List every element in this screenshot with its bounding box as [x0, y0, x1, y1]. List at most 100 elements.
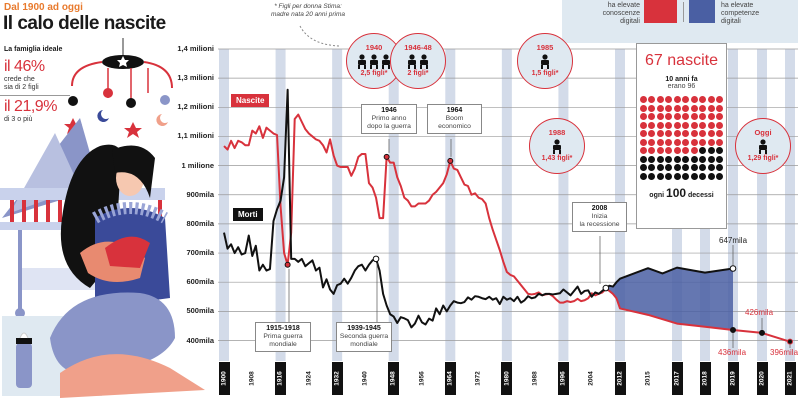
annotation-text: dopo la guerra — [367, 123, 411, 130]
birth-dot — [665, 138, 673, 146]
death-dot — [716, 164, 724, 171]
birth-dot — [707, 96, 715, 103]
data-point — [729, 265, 737, 272]
birth-dot — [673, 138, 681, 146]
family-icon — [541, 54, 549, 69]
birth-dot — [639, 138, 647, 146]
x-tick-label: 2012 — [614, 362, 626, 395]
birth-dot — [673, 130, 681, 137]
death-dot — [707, 164, 715, 171]
footer-text: ogni — [649, 191, 665, 199]
data-point — [787, 338, 793, 345]
birth-dot — [716, 96, 724, 103]
death-dot — [690, 155, 698, 163]
annotation-1946: 1946 Primo anno dopo la guerra — [361, 104, 417, 134]
birth-dot — [707, 138, 715, 146]
birth-dot — [690, 104, 698, 112]
x-tick-text: 1924 — [305, 371, 313, 386]
x-tick-label: 1916 — [275, 362, 287, 395]
fertility-year: 1988 — [548, 128, 566, 137]
x-tick-label: 1940 — [360, 362, 371, 395]
deaths-tag: Morti — [233, 208, 263, 221]
annotation-1964: 1964 Boom economico — [427, 104, 482, 134]
annotation-text: Seconda guerra — [339, 333, 389, 340]
death-dot — [682, 172, 690, 180]
x-tick-text: 2004 — [588, 371, 596, 386]
footer: ogni 100 decessi — [637, 186, 726, 200]
dot-grid — [637, 96, 726, 180]
birth-dot — [656, 130, 664, 137]
birth-dot — [665, 96, 673, 103]
year-band — [728, 49, 738, 361]
note-leader — [299, 25, 341, 47]
y-tick-label: 1,2 milioni — [177, 102, 214, 112]
death-dot — [656, 164, 664, 171]
birth-dot — [699, 113, 707, 120]
birth-dot — [690, 113, 698, 120]
x-tick-text: 2017 — [673, 371, 681, 386]
y-tick-label: 500mila — [186, 306, 214, 316]
data-point — [372, 255, 380, 263]
legend-text: conoscenze — [602, 10, 640, 17]
fertility-rate: 1,29 figli* — [747, 155, 779, 162]
stat-text: sia di 2 figli — [4, 84, 39, 91]
death-dot — [716, 172, 724, 180]
annotation-text: Primo anno — [371, 115, 407, 122]
annotation-text: economico — [438, 123, 471, 130]
x-tick-text: 1900 — [220, 371, 228, 386]
birth-dot — [699, 130, 707, 137]
ten-years-label: 10 anni fa — [665, 76, 698, 83]
death-dot — [707, 147, 715, 154]
x-tick-label: 2015 — [643, 362, 654, 395]
x-tick-text: 1956 — [418, 371, 426, 386]
x-tick-label: 2017 — [671, 362, 683, 395]
x-tick-label: 2018 — [699, 362, 711, 395]
births-2020-label: 426mila — [745, 308, 774, 317]
page-title: Il calo delle nascite — [3, 13, 166, 34]
data-point — [602, 284, 610, 292]
annotation-year: 1946 — [381, 107, 397, 114]
legend-text: ha elevate — [607, 2, 640, 9]
footer-number: 100 — [666, 185, 687, 200]
kicker: Dal 1900 ad oggi — [4, 2, 83, 13]
birth-dot — [656, 147, 664, 154]
fertility-rate: 1,5 figli* — [531, 70, 559, 77]
death-dot — [673, 172, 681, 180]
x-tick-text: 1908 — [248, 371, 256, 386]
birth-dot — [699, 138, 707, 146]
y-tick-label: 800mila — [186, 218, 214, 228]
birth-dot — [665, 147, 673, 154]
year-band — [388, 49, 399, 361]
death-dot — [639, 164, 647, 171]
death-dot — [665, 155, 673, 163]
y-tick-label: 1,4 milioni — [177, 44, 214, 53]
death-dot — [699, 147, 707, 154]
y-tick-label: 900mila — [186, 189, 214, 199]
birth-dot — [690, 138, 698, 146]
annotation-text: Prima guerra — [263, 333, 303, 340]
death-dot — [648, 164, 656, 171]
birth-dot — [690, 121, 698, 129]
fertility-circle: 1988 1,43 figli* — [529, 118, 585, 174]
birth-dot — [690, 130, 698, 137]
deaths-2019-label: 647mila — [719, 236, 748, 245]
birth-dot — [673, 121, 681, 129]
stat-46: il 46% crede che sia di 2 figli — [4, 58, 45, 92]
year-band — [445, 49, 456, 361]
year-band — [757, 49, 767, 361]
death-dot — [716, 155, 724, 163]
birth-dot — [682, 147, 690, 154]
stat-21: il 21,9% di 3 o più — [4, 98, 57, 124]
birth-dot — [682, 138, 690, 146]
family-icon — [408, 54, 428, 69]
annotation-year: 1915-1918 — [266, 325, 300, 332]
x-tick-label: 1996 — [557, 362, 569, 395]
birth-dot — [665, 121, 673, 129]
death-dot — [690, 172, 698, 180]
death-dot — [682, 164, 690, 171]
birth-dot — [699, 104, 707, 112]
legend: ha elevate conoscenze digitali ha elevat… — [562, 0, 798, 43]
family-icon — [553, 139, 561, 154]
stat-text: crede che — [4, 76, 35, 83]
annotation-ww1: 1915-1918 Prima guerra mondiale — [255, 322, 311, 352]
